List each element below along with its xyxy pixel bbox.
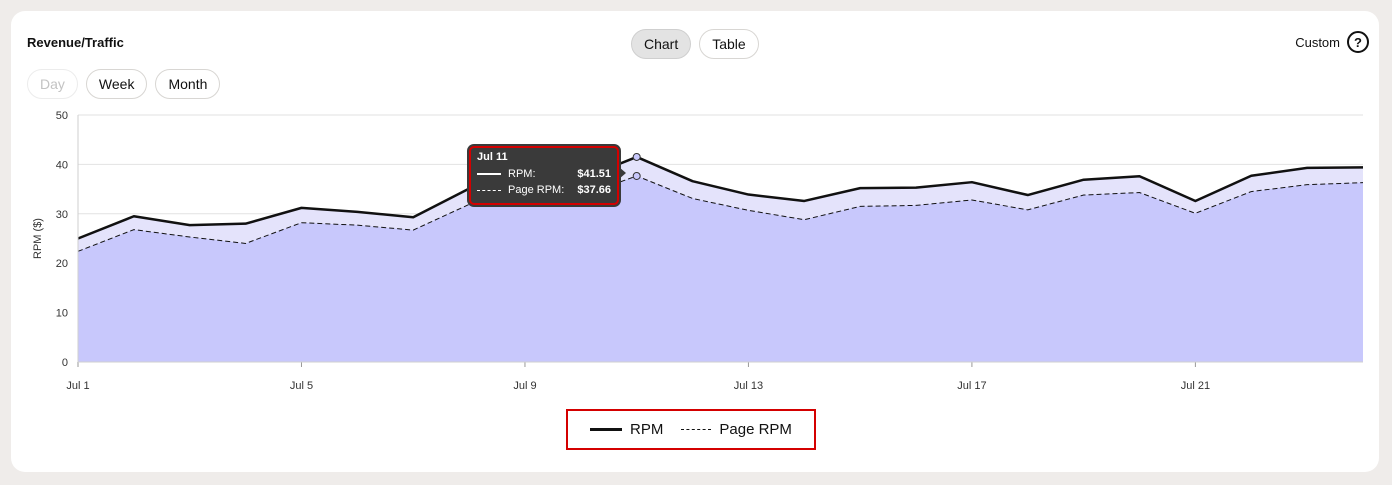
tooltip-row-page-rpm: Page RPM: $37.66	[477, 182, 611, 198]
line-rpm	[77, 155, 1364, 240]
legend-rpm-label: RPM	[630, 421, 664, 438]
chart-title: Revenue/Traffic	[27, 35, 124, 50]
period-month-button[interactable]: Month	[155, 69, 221, 99]
x-tick-label: Jul 13	[734, 380, 763, 392]
x-tick-label: Jul 21	[1181, 380, 1210, 392]
tooltip-page-rpm-swatch	[477, 189, 501, 191]
table-view-button[interactable]: Table	[699, 29, 759, 59]
tooltip-page-rpm-value: $37.66	[577, 184, 611, 196]
period-toggle: Day Week Month	[27, 69, 221, 99]
y-tick-label: 0	[62, 357, 68, 369]
chart-tooltip: Jul 11 RPM: $41.51 Page RPM: $37.66	[469, 146, 626, 205]
legend-page-rpm-swatch	[681, 429, 712, 430]
chart-view-button[interactable]: Chart	[631, 29, 692, 59]
area-page-rpm	[78, 175, 1363, 362]
x-tick-label: Jul 5	[290, 380, 313, 392]
line-page-rpm	[77, 175, 1364, 252]
legend-rpm-swatch	[590, 428, 623, 431]
y-tick-label: 50	[56, 110, 68, 122]
view-toggle: Chart Table	[631, 29, 759, 59]
hover-point	[632, 152, 641, 161]
series-lines	[77, 155, 1364, 252]
tooltip-rpm-swatch	[477, 173, 501, 175]
x-tick-label: Jul 17	[957, 380, 986, 392]
custom-label: Custom	[1295, 34, 1340, 50]
help-icon[interactable]: ?	[1347, 31, 1369, 53]
y-tick-label: 10	[56, 308, 68, 320]
tooltip-rpm-value: $41.51	[577, 168, 611, 180]
y-tick-label: 30	[56, 209, 68, 221]
axes: 0 10 20 30 40 50 RPM ($) Jul 1 Jul 5 Jul 9 Jul 13 J…	[32, 110, 1363, 392]
y-axis-label: RPM ($)	[32, 218, 44, 259]
hover-markers	[632, 152, 641, 180]
legend-item-page-rpm[interactable]: Page RPM	[681, 421, 792, 438]
period-week-button[interactable]: Week	[85, 69, 148, 99]
period-day-button[interactable]: Day	[27, 69, 78, 99]
custom-control[interactable]: Custom ?	[1295, 31, 1369, 53]
hover-point	[632, 171, 641, 180]
chart-card: Revenue/Traffic Chart Table Day Week Mon…	[11, 11, 1379, 472]
y-tick-label: 20	[56, 258, 68, 270]
tooltip-date: Jul 11	[477, 151, 508, 163]
x-tick-label: Jul 1	[66, 380, 89, 392]
y-tick-label: 40	[56, 159, 68, 171]
x-tick-label: Jul 9	[513, 380, 536, 392]
legend-page-rpm-label: Page RPM	[719, 421, 792, 438]
tooltip-page-rpm-label: Page RPM:	[508, 184, 565, 196]
legend-item-rpm[interactable]: RPM	[590, 421, 663, 438]
chart-legend: RPM Page RPM	[566, 409, 816, 450]
chart-svg: 0 10 20 30 40 50 RPM ($) Jul 1 Jul 5 Jul 9 Jul 13 J…	[32, 110, 1364, 392]
tooltip-row-rpm: RPM: $41.51	[477, 166, 611, 182]
tooltip-rpm-label: RPM:	[508, 168, 536, 180]
area-fills	[78, 156, 1363, 362]
